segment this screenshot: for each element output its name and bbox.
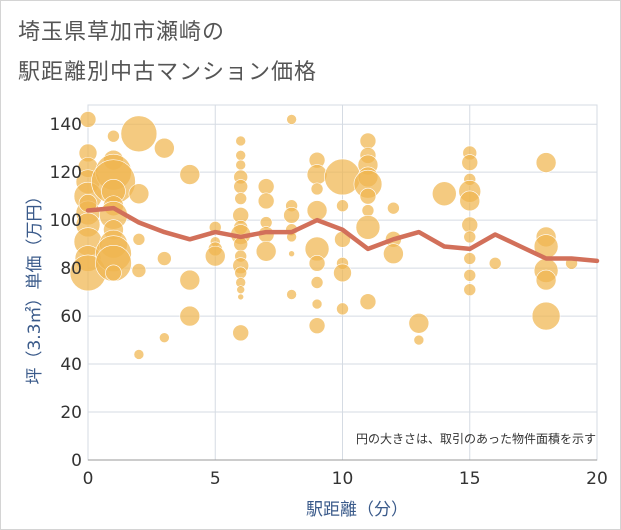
bubble-point (233, 179, 248, 194)
bubble-point (234, 192, 247, 205)
bubble-point (431, 181, 457, 207)
bubble-point (159, 332, 170, 343)
bubble-point (132, 233, 146, 246)
bubble-point (306, 200, 328, 221)
bubble-point (310, 276, 324, 289)
bubble-point (257, 192, 275, 210)
bubble-point (383, 243, 404, 265)
y-axis-label: 坪（3.3㎡）単価（万円） (25, 187, 45, 384)
bubble-point (463, 230, 477, 244)
bubble-point (234, 266, 247, 280)
bubble-point (306, 164, 328, 185)
bubble-point (361, 204, 375, 217)
bubble-point (154, 137, 175, 159)
y-tick-label: 120 (50, 163, 82, 183)
bubble-layer (69, 111, 578, 360)
bubble-point (488, 257, 502, 270)
x-tick-labels: 0 5 10 15 20 (83, 469, 608, 489)
bubble-point (179, 164, 201, 185)
bubble-point (531, 301, 561, 331)
bubble-point (359, 187, 377, 205)
bubble-point (235, 150, 246, 161)
y-tick-label: 20 (60, 403, 82, 423)
bubble-point (336, 199, 349, 213)
bubble-point (157, 251, 172, 266)
bubble-point (336, 302, 349, 316)
bubble-point (310, 182, 324, 196)
y-tick-label: 140 (50, 115, 82, 135)
y-tick-label: 100 (50, 211, 82, 231)
x-tick-label: 15 (459, 469, 481, 489)
bubble-point (204, 245, 226, 267)
bubble-point (355, 215, 381, 240)
y-tick-label: 40 (60, 355, 82, 375)
bubble-point (236, 285, 245, 294)
bubble-point (463, 283, 477, 296)
bubble-point (333, 263, 352, 283)
bubble-point (237, 293, 244, 301)
chart-title-line-2: 駅距離別中古マンション価格 (18, 60, 318, 85)
y-tick-label: 0 (71, 451, 82, 471)
bubble-point (235, 159, 246, 171)
bubble-point (79, 111, 97, 128)
bubble-point (387, 201, 400, 215)
x-axis-label: 駅距離（分） (306, 500, 408, 520)
bubble-point (128, 183, 150, 205)
bubble-point (255, 241, 277, 262)
x-tick-label: 5 (210, 469, 221, 489)
trend-line-layer (85, 205, 600, 264)
bubble-point (107, 129, 120, 143)
y-tick-label: 60 (60, 307, 82, 327)
bubble-point (463, 252, 477, 265)
bubble-point (359, 132, 377, 150)
bubble-point (233, 236, 248, 252)
x-tick-label: 20 (586, 469, 608, 489)
bubble-point (308, 317, 326, 334)
bubble-point (283, 207, 300, 224)
bubble-point (95, 245, 132, 282)
average-price-line (85, 205, 600, 264)
bubble-point (105, 264, 122, 282)
bubble-point (308, 255, 326, 272)
bubble-point (120, 115, 158, 153)
bubble-point (535, 152, 557, 173)
bubble-point (235, 135, 246, 147)
bubble-point (413, 334, 425, 346)
bubble-point (463, 269, 477, 282)
bubble-point (232, 324, 249, 342)
bubble-point (311, 298, 323, 310)
x-tick-label: 0 (83, 469, 94, 489)
bubble-point (459, 190, 481, 212)
bubble-point (408, 312, 430, 334)
y-tick-labels: 0 20 40 60 80 100 120 140 (50, 115, 82, 471)
chart-title-line-1: 埼玉県草加市瀬崎の (18, 20, 226, 45)
bubble-point (286, 289, 297, 300)
bubble-point (359, 293, 377, 310)
bubble-point (461, 216, 479, 234)
bubble-point (461, 154, 479, 171)
x-tick-label: 10 (332, 469, 354, 489)
bubble-point (535, 269, 557, 291)
bubble-point (133, 349, 145, 360)
bubble-point (179, 305, 201, 327)
y-tick-label: 80 (60, 259, 82, 279)
bubble-size-note: 円の大きさは、取引のあった物件面積を示す (356, 431, 596, 446)
bubble-point (179, 269, 201, 291)
bubble-point (257, 178, 275, 195)
bubble-point (288, 250, 295, 258)
bubble-point (286, 114, 297, 125)
bubble-point (131, 263, 147, 278)
